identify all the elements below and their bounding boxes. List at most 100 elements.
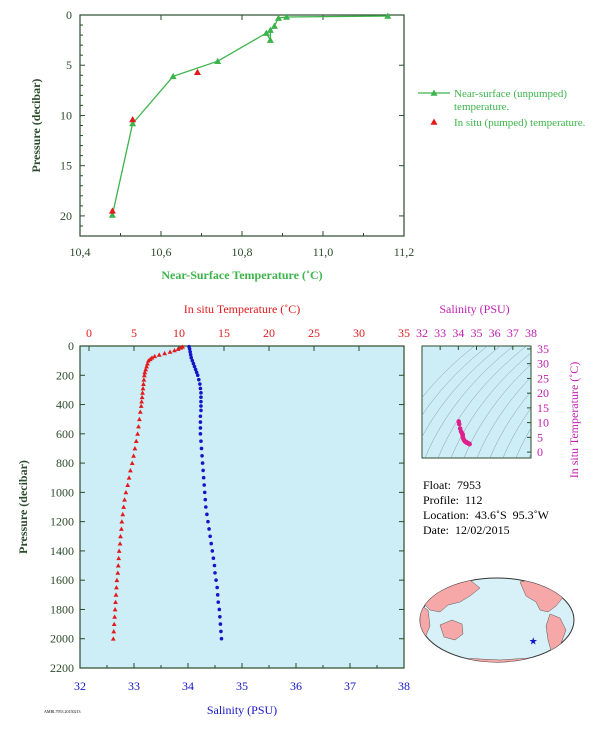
near-surface-point [274, 14, 282, 21]
float-marker-star: ★ [529, 636, 538, 647]
temperature-point [128, 468, 133, 473]
y-tick-label: 600 [56, 427, 74, 441]
temperature-point [114, 585, 119, 590]
ts-point [464, 439, 469, 445]
salinity-point [201, 475, 206, 480]
y-tick-label: 5 [66, 58, 72, 72]
salinity-point [218, 622, 223, 626]
temperature-point [156, 352, 162, 357]
ts-x-tick-label: 33 [434, 326, 446, 340]
salinity-point [208, 534, 212, 539]
salinity-point [193, 367, 198, 372]
salinity-point [188, 350, 192, 354]
salinity-point [212, 563, 217, 568]
top-tick-label: 25 [308, 326, 320, 340]
isopycnals [422, 346, 531, 458]
temperature-point [129, 460, 135, 466]
temperature-point [172, 347, 177, 353]
y-tick-label: 1000 [50, 485, 74, 499]
ts-y-tick-label: 0 [537, 445, 543, 459]
temperature-point [175, 346, 181, 351]
isopycnal-line [476, 376, 531, 458]
x-axis-label: Near-Surface Temperature (˚C) [161, 268, 322, 282]
salinity-point [213, 571, 217, 575]
ts-x-tick-label: 34 [452, 326, 464, 340]
temperature-point [135, 431, 140, 436]
near-surface-line [111, 15, 388, 216]
x-tick-label: 10,8 [232, 245, 253, 259]
temperature-point [119, 526, 124, 531]
salinity-point [204, 505, 208, 509]
ts-y-tick-label: 10 [537, 416, 549, 430]
temperature-point [142, 369, 148, 375]
salinity-point [198, 382, 202, 386]
legend-marker-near-surface [430, 89, 438, 96]
ts-x-tick-label: 37 [507, 326, 519, 340]
salinity-point [200, 461, 205, 465]
bottom-tick-label: 35 [236, 679, 248, 693]
salinity-point [199, 446, 204, 451]
y-axis-label: Pressure (decibar) [29, 79, 43, 173]
salinity-point [199, 395, 203, 400]
isopycnal-line [463, 364, 531, 458]
temperature-point [118, 533, 123, 539]
salinity-point [214, 578, 218, 582]
x-tick-label: 11,0 [313, 245, 334, 259]
in-situ-point [108, 207, 116, 214]
temperature-point [138, 403, 144, 408]
ts-y-tick-label: 15 [537, 401, 549, 415]
footer-code: AMBL7953 20150213 [44, 709, 81, 714]
temperature-point [113, 592, 119, 597]
near-surface-point [129, 119, 137, 127]
temperature-point [115, 563, 121, 568]
isopycnal-line [489, 391, 531, 458]
salinity-point [201, 468, 205, 473]
top-axis-label: In situ Temperature (˚C) [184, 302, 301, 316]
ts-point [456, 421, 462, 427]
y-axis-label: Pressure (decibar) [16, 460, 30, 554]
y-tick-label: 20 [60, 209, 72, 223]
salinity-point [198, 420, 203, 424]
temperature-point [132, 446, 138, 451]
near-surface-point [108, 211, 116, 218]
temperature-point [111, 629, 117, 634]
salinity-point [198, 426, 203, 430]
temperature-point [139, 394, 145, 400]
salinity-point [209, 541, 214, 546]
x-tick-label: 10,6 [151, 245, 172, 259]
temperature-point [116, 548, 122, 553]
salinity-point [211, 556, 216, 561]
x-tick-label: 11,2 [394, 245, 415, 259]
temperature-point [123, 489, 129, 495]
temperature-point [112, 607, 118, 612]
near-surface-point [270, 22, 278, 29]
salinity-point [198, 432, 203, 436]
salinity-point [215, 585, 219, 590]
temperature-point [126, 475, 132, 480]
salinity-point [218, 614, 222, 619]
ts-x-tick-label: 38 [525, 326, 537, 340]
ts-y-tick-label: 20 [537, 386, 549, 400]
temperature-point [137, 416, 142, 422]
temperature-point [116, 555, 122, 561]
y-tick-label: 1600 [50, 573, 74, 587]
temperature-point [145, 361, 150, 366]
top-tick-label: 5 [131, 326, 137, 340]
salinity-point [210, 549, 215, 553]
salinity-point [206, 519, 210, 524]
salinity-point [219, 636, 224, 641]
ts-y-axis-label: In situ Temperature (˚C) [567, 362, 581, 479]
bottom-tick-label: 36 [290, 679, 302, 693]
isopycnal-line [437, 346, 527, 458]
near-surface-point [262, 29, 270, 36]
bottom-tick-label: 37 [344, 679, 356, 693]
temperature-point [140, 386, 146, 391]
in-situ-point [129, 115, 137, 123]
ts-plot-area [421, 345, 532, 459]
temperature-point [139, 399, 145, 404]
salinity-point [189, 355, 194, 360]
salinity-point [199, 408, 203, 413]
salinity-point [194, 370, 199, 375]
salinity-point [191, 361, 196, 366]
